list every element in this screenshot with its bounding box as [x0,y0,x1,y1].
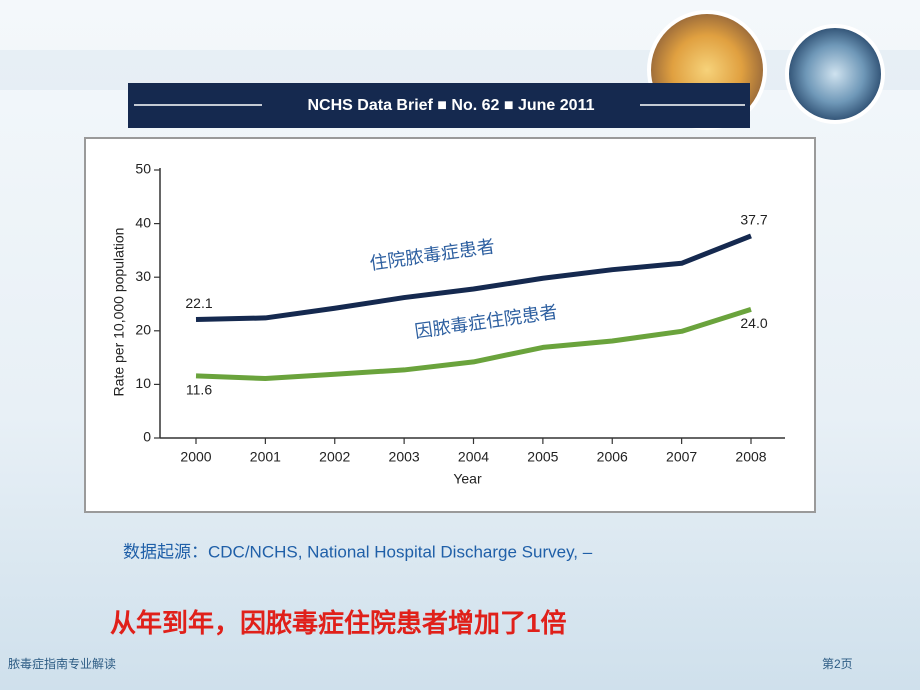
footer-right: 第2页 [822,657,853,671]
value-label: 24.0 [740,315,767,331]
y-tick-label: 50 [135,161,151,177]
banner-text: NCHS Data Brief ■ No. 62 ■ June 2011 [308,97,595,114]
y-tick-label: 10 [135,375,151,391]
x-tick-label: 2008 [735,449,766,465]
x-tick-label: 2004 [458,449,489,465]
series-line [195,233,752,323]
x-tick-label: 2000 [180,449,211,465]
y-tick-label: 20 [135,322,151,338]
value-label: 37.7 [740,212,767,228]
y-tick-label: 0 [143,429,151,445]
y-tick-label: 30 [135,268,151,284]
value-label: 11.6 [186,382,212,398]
x-axis-label: Year [453,471,482,487]
x-tick-label: 2006 [597,449,628,465]
x-tick-label: 2001 [250,449,281,465]
x-tick-label: 2002 [319,449,350,465]
series-line [195,306,752,382]
x-tick-label: 2005 [527,449,558,465]
y-axis-label: Rate per 10,000 population [111,228,127,397]
value-label: 22.1 [185,295,212,311]
photo-doctor [785,24,885,124]
x-tick-label: 2007 [666,449,697,465]
headline: 从年到年，因脓毒症住院患者增加了1倍 [110,608,566,638]
source: 数据起源：CDC/NCHS, National Hospital Dischar… [123,542,593,561]
chart-frame [84,137,816,513]
y-tick-label: 40 [135,214,151,230]
footer-left: 脓毒症指南专业解读 [8,656,116,671]
x-tick-label: 2003 [389,449,420,465]
